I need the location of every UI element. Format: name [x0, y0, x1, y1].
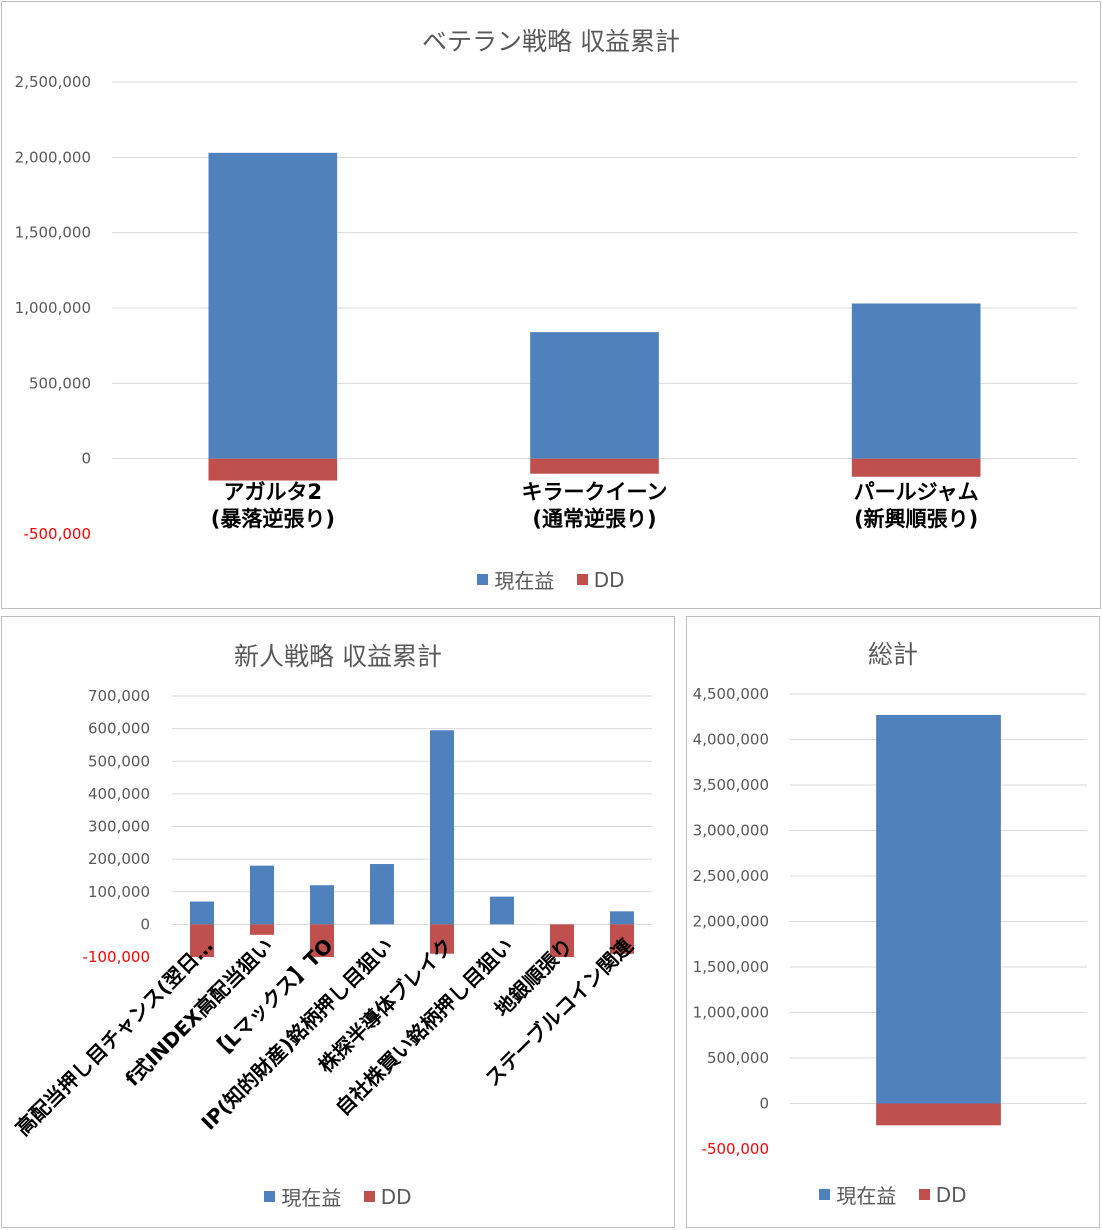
x-category-label-line: キラークイーン	[522, 480, 668, 504]
legend-label-dd: DD	[593, 567, 625, 592]
y-tick-label: 2,000,000	[15, 148, 91, 166]
y-tick-label: 500,000	[707, 1049, 769, 1067]
legend-item-dd: DD	[363, 1184, 412, 1209]
y-tick-label: 2,500,000	[15, 73, 91, 91]
x-category-label: キラークイーン (通常逆張り)	[522, 480, 668, 531]
newcomer-chart-panel: 新人戦略 収益累計 700,000 600,000 500,000 400,000 30…	[1, 616, 675, 1228]
x-category-label-line: (通常逆張り)	[532, 507, 656, 531]
bar-profit	[430, 730, 454, 925]
legend-item-profit: 現在益	[477, 565, 554, 594]
chart-legend: 現在益 DD	[2, 565, 1100, 594]
bar-dd	[876, 1103, 1001, 1126]
bar-dd	[610, 924, 634, 954]
bar-dd	[208, 458, 338, 481]
legend-label-profit: 現在益	[836, 1184, 897, 1208]
y-tick-label: 3,000,000	[693, 822, 769, 840]
y-tick-label: 2,000,000	[693, 913, 769, 931]
bar-profit	[208, 152, 338, 459]
x-category-label: パールジャム (新興順張り)	[854, 480, 979, 531]
bar-profit	[610, 911, 634, 925]
legend-item-profit: 現在益	[264, 1182, 341, 1211]
legend-item-profit: 現在益	[819, 1180, 896, 1209]
chart-title: 総計	[867, 640, 918, 669]
bar-dd	[310, 924, 334, 957]
x-category-label-line: アガルタ2	[224, 480, 323, 504]
bar-profit	[250, 865, 274, 925]
x-category-label-line: (新興順張り)	[854, 507, 978, 531]
y-tick-label: 0	[81, 450, 91, 468]
y-tick-label: 0	[140, 915, 150, 933]
total-chart-panel: 総計 4,500,000 4,000,000 3,500,000 3,000,000 2…	[686, 616, 1100, 1228]
bar-profit	[851, 303, 981, 459]
bar-profit	[190, 901, 214, 925]
bar-dd	[550, 924, 574, 957]
x-category-label-line: (暴落逆張り)	[211, 507, 335, 531]
y-tick-label: 500,000	[29, 374, 91, 392]
chart-title: 新人戦略 収益累計	[234, 642, 442, 671]
x-category-label: アガルタ2 (暴落逆張り)	[211, 480, 335, 531]
y-tick-label: -500,000	[24, 525, 91, 543]
legend-swatch-profit	[819, 1189, 831, 1200]
chart-legend: 現在益 DD	[687, 1180, 1099, 1209]
legend-label-dd: DD	[935, 1182, 967, 1207]
y-tick-label: 2,500,000	[693, 867, 769, 885]
bar-dd	[190, 924, 214, 957]
bar-profit	[370, 864, 394, 925]
bar-dd	[530, 458, 659, 474]
y-tick-label: 4,500,000	[693, 685, 769, 703]
legend-swatch-profit	[264, 1191, 276, 1202]
bar-profit	[876, 714, 1001, 1104]
newcomer-chart-plot: 700,000 600,000 500,000 400,000 300,000 200,0…	[11, 687, 652, 1140]
y-tick-label: 1,000,000	[693, 1004, 769, 1022]
x-category-label-line: パールジャム	[854, 480, 979, 504]
legend-swatch-dd	[363, 1191, 375, 1202]
y-tick-label: 300,000	[88, 818, 150, 836]
y-tick-label: 1,500,000	[15, 224, 91, 242]
legend-item-dd: DD	[918, 1182, 967, 1207]
bar-dd	[851, 458, 981, 477]
y-tick-label: 100,000	[88, 883, 150, 901]
total-chart-plot: 4,500,000 4,000,000 3,500,000 3,000,000 2,50…	[693, 685, 1087, 1158]
y-tick-label: 400,000	[88, 785, 150, 803]
legend-label-dd: DD	[380, 1184, 412, 1209]
bar-profit	[310, 885, 334, 925]
veteran-chart-panel: ベテラン戦略 収益累計 2,500,000 2,000,000 1,500,000 1…	[1, 1, 1101, 609]
legend-label-profit: 現在益	[281, 1186, 342, 1210]
y-tick-label: 1,000,000	[15, 299, 91, 317]
y-tick-label: 3,500,000	[693, 776, 769, 794]
bar-profit	[530, 332, 659, 459]
y-tick-label: -100,000	[83, 948, 150, 966]
y-tick-label: 1,500,000	[693, 958, 769, 976]
bar-profit	[490, 896, 514, 925]
legend-swatch-profit	[477, 574, 489, 585]
y-tick-label: 600,000	[88, 720, 150, 738]
chart-title: ベテラン戦略 収益累計	[422, 27, 680, 56]
legend-swatch-dd	[918, 1189, 930, 1200]
veteran-chart-plot: 2,500,000 2,000,000 1,500,000 1,000,000 500,…	[15, 73, 1077, 543]
y-tick-label: 0	[759, 1095, 769, 1113]
y-tick-label: 700,000	[88, 687, 150, 705]
y-tick-label: -500,000	[702, 1140, 769, 1158]
bar-dd	[430, 924, 454, 954]
y-tick-label: 4,000,000	[693, 731, 769, 749]
legend-swatch-dd	[576, 574, 588, 585]
legend-item-dd: DD	[576, 567, 625, 592]
y-tick-label: 200,000	[88, 850, 150, 868]
y-tick-label: 500,000	[88, 752, 150, 770]
chart-legend: 現在益 DD	[2, 1182, 674, 1211]
bar-dd	[250, 924, 274, 935]
legend-label-profit: 現在益	[494, 569, 555, 593]
